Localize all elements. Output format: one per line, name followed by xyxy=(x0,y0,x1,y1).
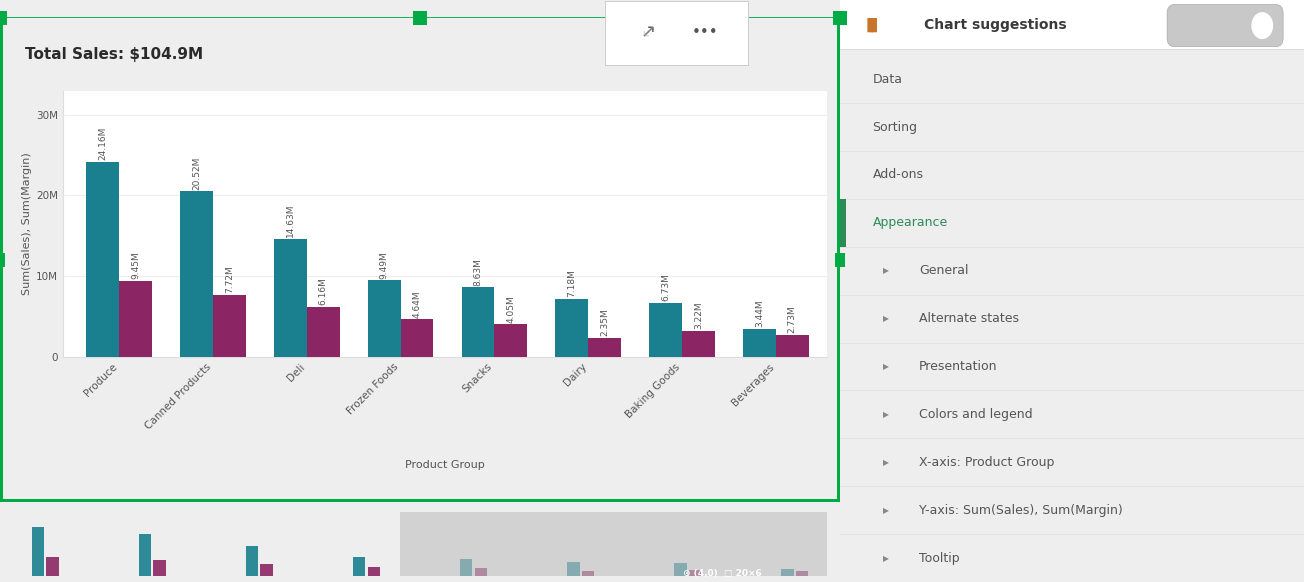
Bar xyxy=(31,527,44,576)
Text: ↙: ↙ xyxy=(640,23,656,41)
Text: 9.45M: 9.45M xyxy=(132,251,141,279)
Bar xyxy=(556,299,588,357)
Text: 2.35M: 2.35M xyxy=(600,308,609,336)
Bar xyxy=(413,11,426,25)
Text: Colors and legend: Colors and legend xyxy=(919,408,1033,421)
Text: 4.05M: 4.05M xyxy=(506,294,515,322)
Bar xyxy=(588,338,621,357)
Bar xyxy=(460,559,472,576)
Text: 24.16M: 24.16M xyxy=(98,127,107,160)
Bar xyxy=(840,199,845,247)
Text: ▶: ▶ xyxy=(884,506,889,514)
Text: Sorting: Sorting xyxy=(872,120,918,134)
Text: Presentation: Presentation xyxy=(919,360,998,373)
Bar xyxy=(368,281,400,357)
Bar xyxy=(261,563,273,576)
Bar xyxy=(475,568,488,576)
Text: ▐▌: ▐▌ xyxy=(862,18,883,32)
Bar xyxy=(0,11,7,25)
Text: Product Group: Product Group xyxy=(406,460,485,470)
Text: Tooltip: Tooltip xyxy=(919,552,960,565)
Text: 7.18M: 7.18M xyxy=(567,269,576,297)
Text: ↗: ↗ xyxy=(640,23,656,41)
Text: Appearance: Appearance xyxy=(872,217,948,229)
Bar xyxy=(781,569,794,576)
Text: ▶: ▶ xyxy=(884,362,889,371)
Bar xyxy=(180,191,213,357)
Text: Y-axis: Sum(Sales), Sum(Margin): Y-axis: Sum(Sales), Sum(Margin) xyxy=(919,503,1123,517)
Text: ▶: ▶ xyxy=(884,266,889,275)
Text: 4.64M: 4.64M xyxy=(412,290,421,318)
Bar xyxy=(0,499,840,502)
Text: 20.52M: 20.52M xyxy=(192,157,201,190)
Text: Total Sales: $104.9M: Total Sales: $104.9M xyxy=(25,47,203,62)
Text: X-axis: Product Group: X-axis: Product Group xyxy=(919,456,1054,469)
Bar xyxy=(353,557,365,576)
Text: ▶: ▶ xyxy=(884,410,889,419)
Circle shape xyxy=(1252,13,1273,38)
Bar xyxy=(649,303,682,357)
Text: General: General xyxy=(919,264,969,277)
Bar xyxy=(213,294,246,357)
Text: 7.72M: 7.72M xyxy=(226,265,233,293)
Text: Chart suggestions: Chart suggestions xyxy=(923,18,1067,32)
Bar xyxy=(494,324,527,357)
FancyBboxPatch shape xyxy=(1167,5,1283,47)
Bar xyxy=(400,320,433,357)
Bar xyxy=(833,11,846,25)
Text: ▶: ▶ xyxy=(884,314,889,323)
Bar xyxy=(46,557,59,576)
Bar xyxy=(119,281,153,357)
Bar xyxy=(462,287,494,357)
Bar xyxy=(682,331,715,357)
Text: 3.22M: 3.22M xyxy=(694,301,703,329)
Text: 9.49M: 9.49M xyxy=(379,251,389,279)
Bar xyxy=(776,335,808,357)
Text: 14.63M: 14.63M xyxy=(286,204,295,237)
Bar xyxy=(795,570,808,576)
Bar xyxy=(245,546,258,576)
Text: 6.73M: 6.73M xyxy=(661,273,670,301)
Bar xyxy=(274,239,306,357)
Bar xyxy=(743,329,776,357)
Bar xyxy=(674,563,687,576)
Bar xyxy=(835,253,845,267)
Bar xyxy=(0,253,5,267)
Text: 3.44M: 3.44M xyxy=(755,300,764,328)
Text: ⊙ (4,0)  □ 20×6: ⊙ (4,0) □ 20×6 xyxy=(683,569,762,578)
Text: Add-ons: Add-ons xyxy=(872,169,923,182)
Bar xyxy=(154,560,166,576)
Text: •••: ••• xyxy=(692,25,719,40)
Bar xyxy=(306,307,339,357)
Text: ▶: ▶ xyxy=(884,553,889,563)
Bar xyxy=(689,570,702,576)
Bar xyxy=(840,0,1304,49)
Bar xyxy=(567,562,579,576)
Bar xyxy=(837,18,840,502)
Text: 8.63M: 8.63M xyxy=(473,258,482,286)
Bar xyxy=(138,534,151,576)
Bar xyxy=(368,567,379,576)
Text: ▶: ▶ xyxy=(884,458,889,467)
Text: 2.73M: 2.73M xyxy=(788,306,797,333)
Bar xyxy=(0,18,3,502)
Bar xyxy=(582,572,595,576)
Bar xyxy=(86,162,119,357)
Bar xyxy=(399,506,828,576)
Text: Data: Data xyxy=(872,73,902,86)
Text: 6.16M: 6.16M xyxy=(318,278,327,306)
Y-axis label: Sum(Sales), Sum(Margin): Sum(Sales), Sum(Margin) xyxy=(22,152,33,295)
Text: Alternate states: Alternate states xyxy=(919,312,1018,325)
